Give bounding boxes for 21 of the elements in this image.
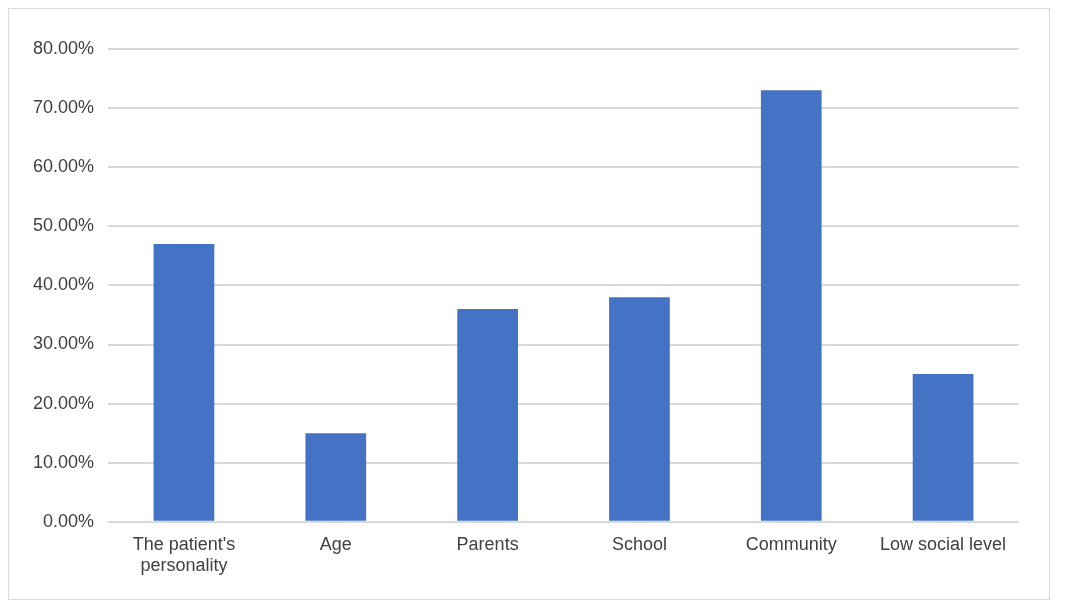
y-tick-label: 70.00% xyxy=(32,97,95,118)
bar xyxy=(760,90,822,521)
x-tick-label: Low social level xyxy=(880,533,1007,554)
x-tick-label: The patient's personality xyxy=(132,533,236,576)
y-tick-label: 30.00% xyxy=(32,333,95,354)
y-tick-label: 80.00% xyxy=(32,37,95,58)
y-tick-label: 0.00% xyxy=(43,510,95,531)
bar xyxy=(609,297,670,521)
bar xyxy=(912,374,974,521)
x-tick-label: Community xyxy=(745,533,837,554)
y-tick-label: 40.00% xyxy=(32,274,95,295)
y-tick-label: 60.00% xyxy=(32,156,95,177)
y-tick-label: 50.00% xyxy=(32,215,95,236)
x-tick-label: Parents xyxy=(456,533,519,554)
y-tick-label: 10.00% xyxy=(32,451,95,472)
bar xyxy=(305,433,367,521)
x-tick-label: School xyxy=(611,533,667,554)
y-tick-label: 20.00% xyxy=(32,392,95,413)
bar xyxy=(457,309,518,521)
x-tick-label: Age xyxy=(319,533,352,554)
bar xyxy=(153,244,215,521)
